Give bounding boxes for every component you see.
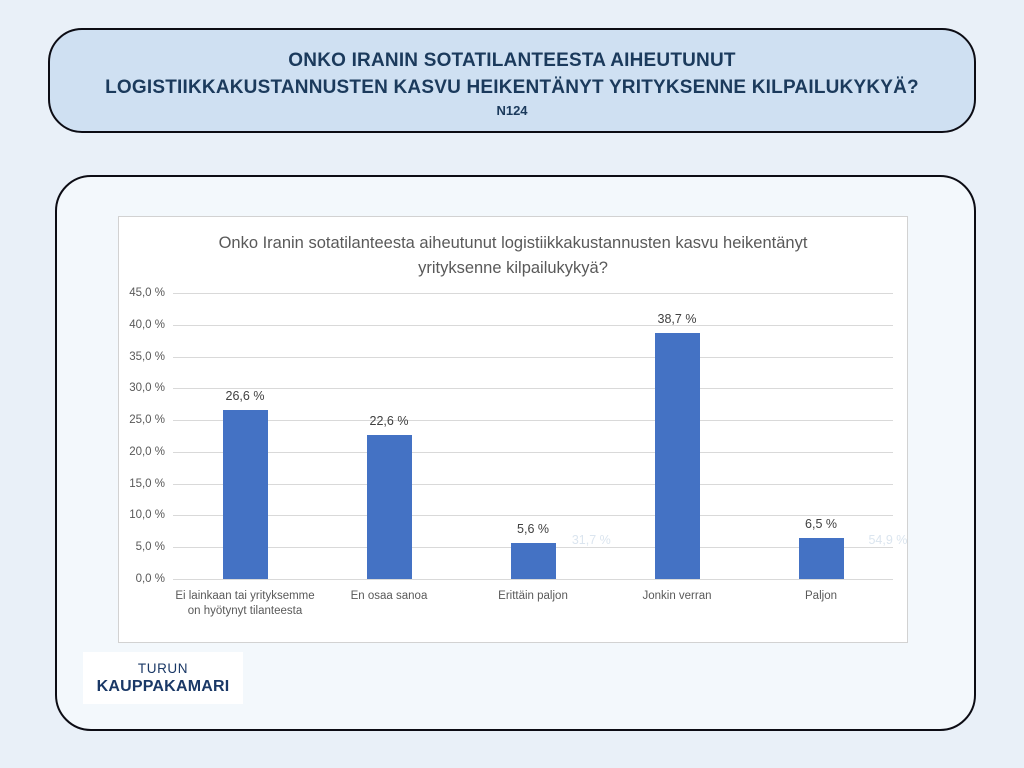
ghost-value-label: 54,9 % bbox=[868, 533, 908, 547]
y-axis-tick-label: 40,0 % bbox=[129, 318, 165, 331]
turun-kauppakamari-logo: TURUN KAUPPAKAMARI bbox=[83, 652, 243, 704]
gridline bbox=[173, 324, 893, 326]
chart-frame: Onko Iranin sotatilanteesta aiheutunut l… bbox=[118, 216, 908, 643]
gridline bbox=[173, 515, 893, 517]
banner-title-line2: LOGISTIIKKAKUSTANNUSTEN KASVU HEIKENTÄNY… bbox=[105, 76, 919, 98]
gridline bbox=[173, 293, 893, 294]
category-label: Paljon bbox=[805, 590, 837, 602]
gridline bbox=[173, 579, 893, 580]
bar bbox=[798, 537, 844, 579]
y-axis-tick-label: 5,0 % bbox=[135, 541, 165, 554]
bar bbox=[222, 409, 268, 579]
gridline bbox=[173, 388, 893, 390]
bar-value-label: 5,6 % bbox=[517, 522, 549, 537]
y-axis-tick-label: 15,0 % bbox=[129, 477, 165, 490]
bar bbox=[366, 435, 412, 579]
ghost-value-label: 31,7 % bbox=[571, 533, 611, 547]
gridline bbox=[173, 451, 893, 453]
y-axis-tick-label: 20,0 % bbox=[129, 445, 165, 458]
chart-title: Onko Iranin sotatilanteesta aiheutunut l… bbox=[218, 234, 808, 277]
bar-value-label: 38,7 % bbox=[657, 312, 697, 327]
bar bbox=[654, 333, 700, 579]
logo-text-kauppakamari: KAUPPAKAMARI bbox=[96, 677, 230, 695]
gridline bbox=[173, 483, 893, 485]
bar bbox=[510, 543, 556, 579]
y-axis-tick-label: 30,0 % bbox=[129, 382, 165, 395]
gridline bbox=[173, 356, 893, 358]
category-label: En osaa sanoa bbox=[350, 590, 428, 602]
question-banner: ONKO IRANIN SOTATILANTEESTA AIHEUTUNUT L… bbox=[48, 28, 976, 133]
category-label: Erittäin paljon bbox=[498, 590, 568, 602]
banner-title-line1: ONKO IRANIN SOTATILANTEESTA AIHEUTUNUT bbox=[288, 49, 736, 71]
category-label: Ei lainkaan tai yrityksemme on hyötynyt … bbox=[175, 590, 315, 617]
category-label: Jonkin verran bbox=[642, 590, 712, 602]
plot-area: 0,0 % 5,0 % 10,0 % 15,0 % 20,0 % 25,0 % 30,0 %… bbox=[119, 217, 907, 642]
logo-text-turun: TURUN bbox=[137, 660, 189, 676]
gridline bbox=[173, 420, 893, 422]
y-axis-tick-label: 35,0 % bbox=[129, 350, 165, 363]
y-axis-tick-label: 25,0 % bbox=[129, 414, 165, 427]
y-axis-tick-label: 45,0 % bbox=[129, 287, 165, 299]
y-axis-tick-label: 0,0 % bbox=[135, 573, 165, 585]
banner-sample-size: N124 bbox=[496, 102, 528, 118]
y-axis-tick-label: 10,0 % bbox=[129, 509, 165, 522]
bar-value-label: 6,5 % bbox=[805, 516, 837, 531]
bar-value-label: 26,6 % bbox=[225, 388, 265, 403]
bar-value-label: 22,6 % bbox=[369, 414, 409, 429]
